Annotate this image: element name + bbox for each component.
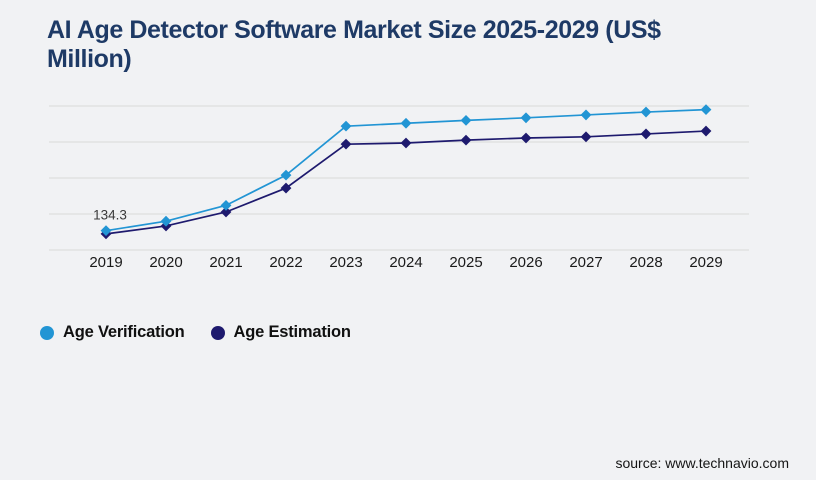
data-point-marker [460, 134, 472, 146]
chart-title: AI Age Detector Software Market Size 202… [47, 16, 661, 73]
age-verification-swatch-icon [40, 325, 54, 340]
data-point-marker [580, 109, 592, 121]
legend-item-age-verification[interactable]: Age Verification [40, 323, 185, 342]
x-axis-tick-label: 2019 [89, 254, 122, 271]
data-point-marker [100, 225, 112, 237]
data-point-marker [340, 120, 352, 132]
line-chart: 2019 2020 2021 2022 2023 2024 2025 2026 2027 2028… [40, 95, 760, 280]
x-axis-tick-label: 2027 [569, 254, 602, 271]
x-axis-tick-label: 2024 [389, 254, 422, 271]
line-chart-svg: 2019 2020 2021 2022 2023 2024 2025 2026 2027 2028… [49, 104, 749, 271]
x-axis-tick-label: 2021 [209, 254, 242, 271]
data-point-marker [520, 132, 532, 144]
data-point-marker [160, 215, 172, 227]
data-point-marker [280, 182, 292, 194]
data-point-label: 134.3 [93, 208, 127, 223]
x-axis-tick-label: 2029 [689, 254, 722, 271]
data-point-marker [580, 131, 592, 143]
legend-label-age-estimation: Age Estimation [233, 323, 352, 341]
age-estimation-swatch-icon [210, 325, 225, 340]
data-point-marker [640, 106, 652, 118]
data-point-marker [340, 138, 352, 150]
data-point-marker [700, 125, 712, 137]
x-axis-tick-label: 2026 [509, 254, 542, 271]
x-axis-tick-label: 2022 [269, 254, 302, 271]
data-point-marker [400, 117, 412, 129]
legend-label-age-verification: Age Verification [63, 323, 185, 341]
source-attribution: source: www.technavio.com [615, 455, 789, 471]
legend: Age Verification Age Estimation [40, 323, 351, 342]
legend-item-age-estimation[interactable]: Age Estimation [210, 323, 352, 342]
x-axis-tick-label: 2025 [449, 254, 482, 271]
data-point-marker [640, 128, 652, 140]
data-point-marker [400, 137, 412, 149]
data-point-marker [520, 112, 532, 124]
x-axis-tick-label: 2020 [149, 254, 182, 271]
data-point-marker [460, 115, 472, 126]
x-axis-tick-label: 2028 [629, 254, 662, 271]
data-point-marker [220, 199, 232, 211]
data-point-marker [220, 206, 232, 218]
x-axis-tick-label: 2023 [329, 254, 362, 271]
